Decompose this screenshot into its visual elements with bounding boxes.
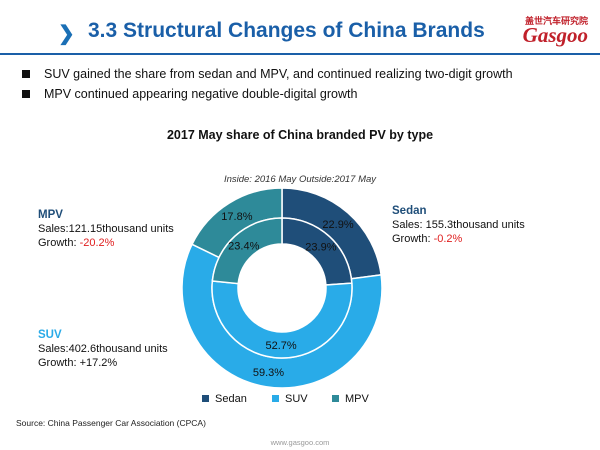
callout-suv-growth: +17.2% <box>79 357 118 369</box>
inner-label-sedan: 23.9% <box>305 241 336 253</box>
chart-title: 2017 May share of China branded PV by ty… <box>166 128 434 142</box>
outer-label-suv: 59.3% <box>253 367 284 379</box>
callout-sedan: Sedan Sales: 155.3thousand units Growth:… <box>392 204 525 246</box>
outer-label-mpv: 17.8% <box>221 211 252 223</box>
square-bullet-icon <box>22 90 30 98</box>
callout-mpv: MPV Sales:121.15thousand units Growth: -… <box>38 208 174 250</box>
outer-label-sedan: 22.9% <box>322 219 353 231</box>
legend-label-sedan: Sedan <box>215 393 247 405</box>
callout-suv-growth-label: Growth: <box>38 357 80 369</box>
callout-mpv-sales: Sales:121.15thousand units <box>38 223 174 235</box>
inner-label-mpv: 23.4% <box>228 241 259 253</box>
callout-sedan-growth-line: Growth: -0.2% <box>392 232 525 246</box>
square-bullet-icon <box>22 70 30 78</box>
logo-chinese-text: 盖世汽车研究院 <box>524 16 588 26</box>
footer-site-url: www.gasgoo.com <box>270 438 330 447</box>
legend-swatch-sedan <box>202 394 209 402</box>
callout-sedan-sales: Sales: 155.3thousand units <box>392 219 525 231</box>
slide-header: ❯ 3.3 Structural Changes of China Brands… <box>0 0 600 52</box>
callout-suv-sales: Sales:402.6thousand units <box>38 343 168 355</box>
inner-slice-suv <box>211 280 353 359</box>
callout-sedan-growth-label: Growth: <box>392 233 434 245</box>
callout-sedan-growth: -0.2% <box>433 233 463 245</box>
legend-item-mpv: MPV <box>332 392 369 406</box>
legend-item-sedan: Sedan <box>202 392 247 406</box>
legend-swatch-mpv <box>332 394 339 402</box>
source-note: Source: China Passenger Car Association … <box>16 418 206 428</box>
bullet-text: SUV gained the share from sedan and MPV,… <box>44 67 513 81</box>
callout-suv-name: SUV <box>38 329 62 341</box>
callout-mpv-name: MPV <box>38 209 63 221</box>
bullet-item: SUV gained the share from sedan and MPV,… <box>22 64 513 84</box>
callout-sedan-name: Sedan <box>392 205 427 217</box>
inner-label-suv: 52.7% <box>266 340 297 352</box>
bullet-text: MPV continued appearing negative double-… <box>44 87 358 101</box>
gasgoo-logo: 盖世汽车研究院 Gasgoo <box>486 14 588 47</box>
callout-mpv-growth: -20.2% <box>79 237 115 249</box>
chart-subtitle: Inside: 2016 May Outside:2017 May <box>223 174 377 185</box>
callout-mpv-growth-label: Growth: <box>38 237 80 249</box>
header-divider <box>0 53 600 55</box>
legend-swatch-suv <box>272 394 279 402</box>
logo-english-text: Gasgoo <box>522 23 588 47</box>
legend-label-mpv: MPV <box>345 393 369 405</box>
legend-item-suv: SUV <box>272 392 308 406</box>
chevron-right-icon: ❯ <box>58 23 75 45</box>
bullet-list: SUV gained the share from sedan and MPV,… <box>22 64 513 104</box>
slide-title: 3.3 Structural Changes of China Brands <box>88 19 485 42</box>
callout-mpv-growth-line: Growth: -20.2% <box>38 236 174 250</box>
bullet-item: MPV continued appearing negative double-… <box>22 84 513 104</box>
inner-slice-mpv <box>211 217 283 285</box>
legend-label-suv: SUV <box>285 393 308 405</box>
callout-suv: SUV Sales:402.6thousand units Growth: +1… <box>38 328 168 370</box>
callout-suv-growth-line: Growth: +17.2% <box>38 356 168 370</box>
